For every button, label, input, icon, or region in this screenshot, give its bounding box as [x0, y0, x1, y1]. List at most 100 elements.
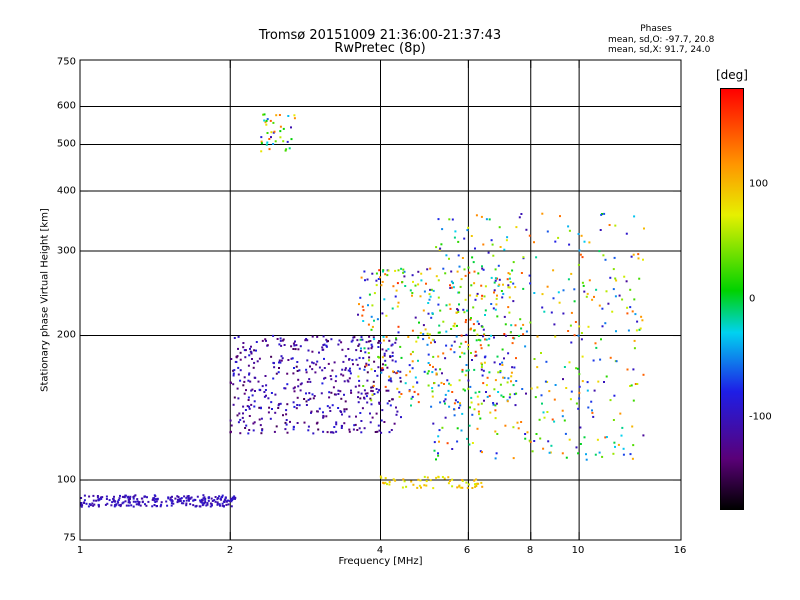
scatter-point: [401, 281, 404, 283]
scatter-point: [437, 384, 440, 387]
scatter-point: [423, 475, 426, 478]
scatter-point: [463, 352, 466, 355]
scatter-point: [200, 500, 203, 503]
scatter-point: [373, 360, 376, 363]
scatter-point: [409, 370, 411, 373]
scatter-point: [257, 380, 260, 383]
scatter-point: [409, 353, 412, 356]
scatter-point: [449, 307, 452, 310]
scatter-point: [400, 393, 403, 395]
scatter-point: [494, 430, 497, 433]
scatter-point: [179, 497, 182, 500]
scatter-point: [492, 403, 495, 406]
scatter-point: [111, 501, 114, 504]
scatter-point: [481, 374, 484, 377]
scatter-point: [597, 380, 600, 383]
scatter-point: [284, 387, 287, 390]
scatter-point: [495, 303, 498, 306]
scatter-point: [622, 447, 625, 450]
scatter-point: [293, 367, 295, 369]
scatter-point: [371, 304, 374, 307]
scatter-point: [485, 384, 488, 387]
scatter-point: [526, 431, 529, 434]
scatter-point: [497, 284, 500, 287]
scatter-point: [480, 297, 483, 300]
scatter-point: [206, 503, 209, 506]
scatter-point: [457, 254, 460, 257]
scatter-point: [172, 502, 175, 505]
scatter-point: [250, 389, 253, 392]
scatter-point: [412, 385, 415, 388]
scatter-point: [590, 400, 593, 403]
scatter-point: [248, 407, 251, 410]
scatter-point: [474, 350, 477, 353]
plot-frame: [79, 59, 682, 541]
scatter-point: [474, 247, 476, 250]
scatter-point: [248, 429, 251, 431]
scatter-point: [307, 349, 310, 352]
scatter-point: [365, 362, 368, 365]
scatter-point: [236, 387, 239, 390]
scatter-point: [237, 397, 240, 400]
scatter-point: [612, 268, 615, 271]
scatter-point: [568, 229, 571, 232]
scatter-point: [568, 243, 571, 246]
scatter-point: [380, 371, 383, 374]
scatter-point: [632, 253, 635, 256]
scatter-point: [629, 385, 632, 387]
phases-x-line: mean, sd,X: 91.7, 24.0: [608, 45, 711, 55]
scatter-point: [358, 303, 360, 306]
scatter-point: [81, 504, 84, 507]
scatter-point: [233, 396, 236, 399]
scatter-point: [437, 452, 439, 455]
scatter-point: [484, 338, 487, 341]
scatter-point: [279, 402, 282, 405]
scatter-point: [375, 284, 378, 287]
scatter-point: [437, 435, 440, 438]
scatter-point: [225, 500, 228, 503]
scatter-point: [176, 501, 179, 504]
scatter-point: [380, 431, 383, 434]
scatter-point: [390, 429, 393, 431]
scatter-point: [546, 230, 549, 233]
scatter-point: [119, 503, 122, 506]
scatter-point: [444, 398, 447, 401]
scatter-point: [263, 395, 266, 398]
scatter-point: [359, 397, 362, 400]
scatter-point: [575, 402, 578, 405]
scatter-point: [268, 138, 271, 140]
scatter-point: [391, 359, 394, 362]
scatter-point: [358, 343, 361, 346]
scatter-point: [543, 416, 546, 419]
scatter-point: [513, 393, 516, 396]
scatter-point: [346, 379, 349, 382]
scatter-point: [253, 421, 256, 424]
scatter-point: [580, 234, 583, 237]
scatter-point: [486, 395, 489, 398]
scatter-point: [459, 285, 462, 288]
scatter-point: [437, 303, 440, 306]
scatter-point: [461, 370, 464, 373]
scatter-point: [503, 248, 506, 251]
scatter-point: [187, 495, 190, 497]
scatter-point: [222, 505, 225, 507]
scatter-point: [364, 392, 367, 395]
scatter-point: [419, 295, 422, 298]
scatter-point: [99, 496, 102, 499]
scatter-point: [182, 502, 185, 505]
scatter-point: [467, 226, 470, 229]
scatter-point: [274, 393, 277, 396]
scatter-point: [252, 366, 255, 369]
scatter-point: [185, 496, 188, 499]
scatter-point: [407, 336, 410, 338]
scatter-point: [502, 376, 505, 379]
scatter-point: [618, 294, 621, 297]
scatter-point: [190, 496, 193, 499]
scatter-point: [263, 391, 266, 393]
scatter-point: [541, 212, 544, 215]
scatter-point: [510, 324, 513, 327]
scatter-point: [612, 288, 615, 291]
scatter-point: [356, 363, 359, 366]
scatter-point: [275, 114, 278, 117]
scatter-point: [230, 424, 233, 427]
